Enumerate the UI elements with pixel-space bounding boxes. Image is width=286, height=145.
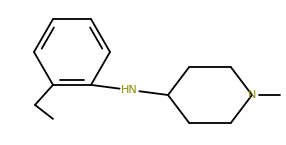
- Text: HN: HN: [121, 85, 138, 95]
- Text: N: N: [248, 90, 256, 100]
